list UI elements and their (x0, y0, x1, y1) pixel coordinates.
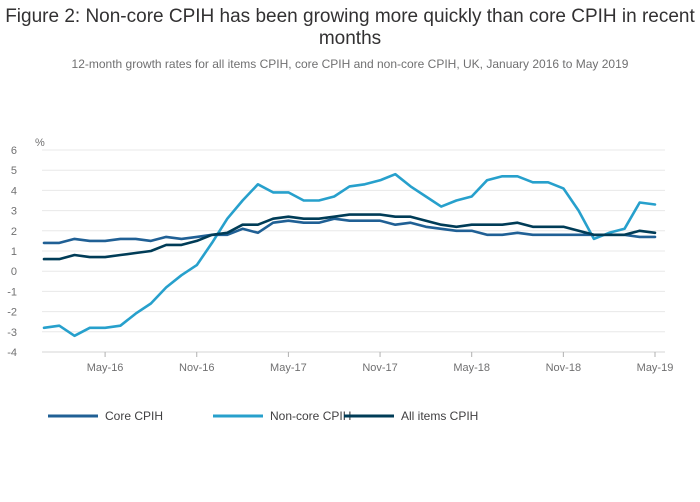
series-lines (42, 172, 657, 338)
y-tick-label: 4 (11, 185, 17, 197)
chart-subtitle: 12-month growth rates for all items CPIH… (71, 57, 629, 71)
legend-label: Core CPIH (105, 409, 163, 423)
legend: Core CPIH Non-core CPIH All items CPIH (48, 409, 478, 423)
y-tick-label: -2 (7, 307, 17, 319)
y-axis-label: % (35, 137, 45, 149)
x-tick-label: Nov-17 (362, 362, 397, 374)
x-tick-label: May-18 (453, 362, 490, 374)
x-tick-label: May-19 (637, 362, 674, 374)
y-tick-label: 2 (11, 226, 17, 238)
series-line-all-items-cpih (42, 213, 657, 261)
gridlines (42, 149, 665, 353)
series-line-non-core-cpih (42, 172, 657, 338)
x-axis-ticks: May-16 Nov-16 May-17 Nov-17 May-18 Nov-18 May-… (87, 352, 674, 374)
y-tick-label: -1 (7, 286, 17, 298)
y-tick-label: -3 (7, 327, 17, 339)
legend-label: Non-core CPIH (270, 409, 351, 423)
x-tick-label: May-17 (270, 362, 307, 374)
y-tick-label: 5 (11, 165, 17, 177)
x-tick-label: May-16 (87, 362, 124, 374)
y-tick-label: 0 (11, 266, 17, 278)
y-tick-label: 3 (11, 206, 17, 218)
y-tick-label: 6 (11, 145, 17, 157)
chart-title: Figure 2: Non-core CPIH has been growing… (5, 6, 695, 49)
y-tick-label: -4 (7, 347, 17, 359)
y-tick-label: 1 (11, 246, 17, 258)
legend-label: All items CPIH (401, 409, 478, 423)
x-tick-label: Nov-18 (546, 362, 581, 374)
y-axis-ticks: 6 5 4 3 2 1 0 -1 -2 -3 -4 (7, 145, 17, 359)
x-tick-label: Nov-16 (179, 362, 214, 374)
series-line-core-cpih (42, 217, 657, 245)
